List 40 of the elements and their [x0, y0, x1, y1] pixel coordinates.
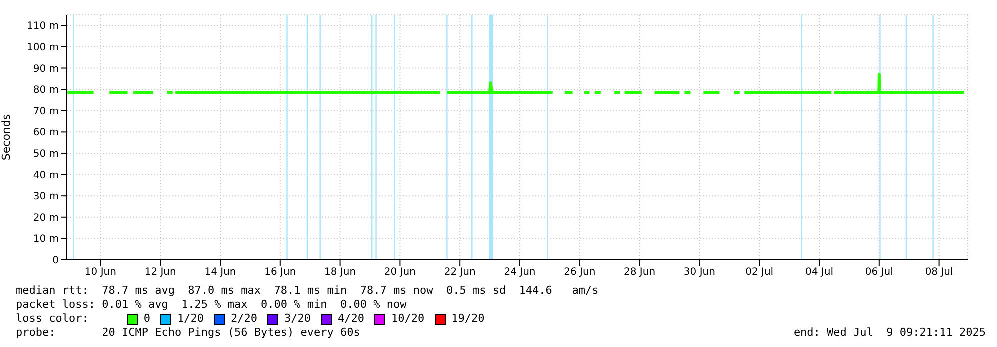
x-tick-label: 20 Jun: [384, 267, 416, 278]
legend-title: loss color:: [16, 312, 89, 326]
y-tick-label: 40 m: [33, 170, 59, 182]
x-tick-label: 14 Jun: [204, 267, 236, 278]
x-tick-label: 02 Jul: [746, 267, 774, 278]
y-tick-label: 60 m: [33, 128, 59, 139]
text: probe: 20 ICMP Echo Pings (56 Bytes) every 60s: [16, 326, 360, 340]
x-tick-label: 12 Jun: [144, 267, 176, 278]
y-tick-label: 100 m: [26, 42, 59, 54]
y-tick-label: 10 m: [33, 234, 59, 246]
x-tick-label: 06 Jul: [865, 267, 894, 278]
x-tick-label: 28 Jun: [624, 267, 656, 278]
y-tick-label: 30 m: [33, 192, 59, 203]
text: 4/20: [338, 312, 364, 326]
text: 10/20: [391, 312, 425, 326]
x-tick-label: 10 Jun: [84, 267, 116, 278]
x-tick-label: 22 Jun: [444, 267, 476, 278]
y-tick-label: 50 m: [33, 149, 59, 160]
text: 2/20: [230, 312, 258, 326]
x-tick-label: 08 Jul: [925, 267, 954, 278]
x-tick-label: 30 Jun: [684, 267, 716, 278]
text: 19/20: [452, 312, 485, 326]
text: median rtt: 78.7 ms avg 87.0 ms max 78.1 ms min 78.7 ms now 0.5 ms sd 144.6 am/s: [16, 284, 600, 298]
y-axis-title: Seconds: [0, 114, 13, 161]
x-tick-label: 26 Jun: [564, 267, 596, 278]
y-tick-label: 90 m: [33, 64, 59, 75]
y-tick-label: 0: [52, 256, 59, 267]
x-tick-label: 24 Jun: [504, 267, 536, 278]
y-tick-label: 70 m: [33, 106, 59, 118]
y-tick-label: 20 m: [33, 212, 59, 224]
text: 3/20: [284, 312, 311, 326]
y-tick-label: 80 m: [33, 85, 59, 96]
legend-label: 0: [144, 312, 150, 326]
x-tick-label: 18 Jun: [324, 267, 356, 278]
text: end: Wed Jul 9 09:21:11 2025: [794, 326, 986, 340]
x-tick-label: 04 Jul: [806, 267, 834, 278]
y-tick-label: 110 m: [26, 21, 59, 32]
x-tick-label: 16 Jun: [264, 267, 296, 278]
text: 1/20: [177, 312, 204, 326]
text: packet loss: 0.01 % avg 1.25 % max 0.00 % min 0.00 % now: [16, 298, 408, 312]
